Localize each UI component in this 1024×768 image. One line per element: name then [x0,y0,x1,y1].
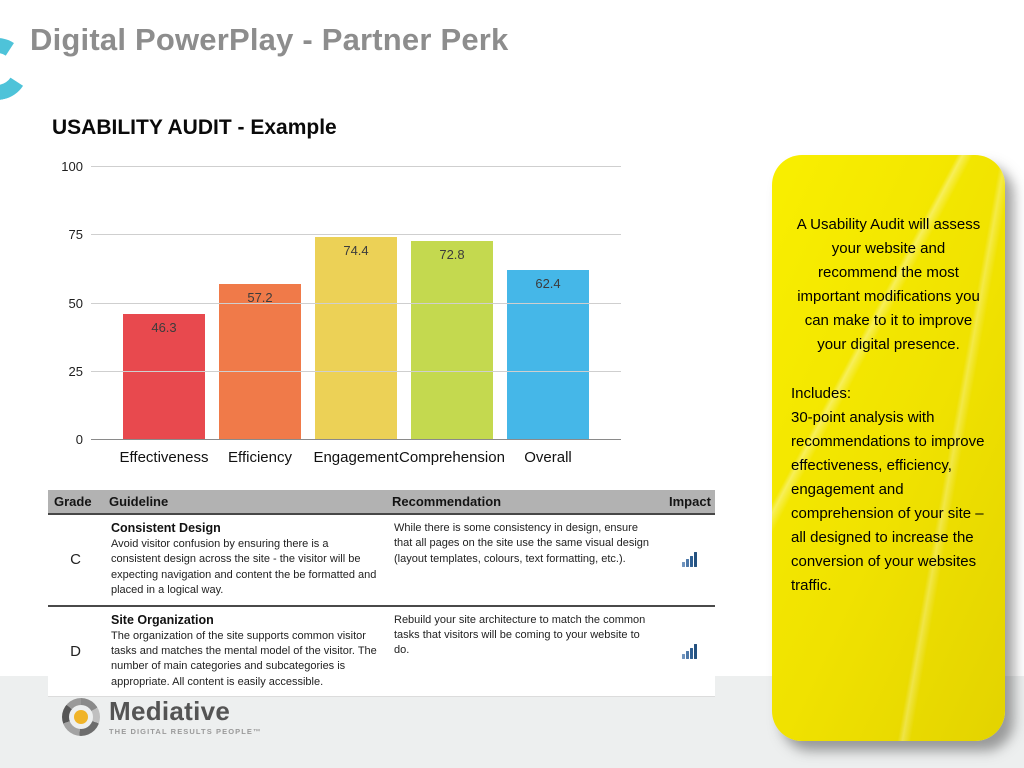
x-category-label: Overall [524,449,572,466]
callout-intro-text: A Usability Audit will assess your websi… [796,216,981,353]
gridline-50 [91,302,621,304]
bar-efficiency: 57.2 Efficiency [219,283,301,466]
x-category-label: Engagement [313,449,399,466]
y-tick-label-75: 75 [68,227,83,243]
table-row: C Consistent Design Avoid visitor confus… [48,515,715,607]
gridline-25 [91,370,621,372]
recommendation-text: While there is some consistency in desig… [394,522,649,565]
column-header-recommendation: Recommendation [392,494,502,509]
bar-engagement: 74.4 Engagement [313,236,399,466]
bar-effectiveness: 46.3 Effectiveness [120,313,208,466]
impact-cell [663,515,715,605]
signal-bars-icon [681,643,697,659]
guideline-text: The organization of the site supports co… [111,629,377,688]
bar-value-label: 74.4 [343,242,369,258]
guideline-cell: Consistent Design Avoid visitor confusio… [103,515,386,605]
callout-includes-label: Includes: [791,385,852,402]
gridline-0 [91,439,621,440]
y-tick-label-25: 25 [68,363,83,379]
usability-audit-callout: A Usability Audit will assess your websi… [772,155,1005,741]
slide-subtitle: USABILITY AUDIT - Example [52,116,337,139]
table-header-row: Grade Guideline Recommendation Impact [48,490,715,515]
slide-title: Digital PowerPlay - Partner Perk [30,22,509,57]
grade-value: D [70,642,81,660]
bar-value-label: 72.8 [439,247,465,263]
gridline-75 [91,234,621,236]
chart-plot-area: 46.3 Effectiveness 57.2 Efficiency 74.4 Engag… [61,159,621,466]
x-category-label: Efficiency [228,449,292,466]
column-header-grade: Grade [54,494,92,509]
chart-bars: 46.3 Effectiveness 57.2 Efficiency 74.4 Engag… [91,236,621,466]
gridline-100 [91,166,621,167]
guideline-cell: Site Organization The organization of th… [103,607,386,697]
callout-details-text: 30-point analysis with recommendations t… [791,409,985,594]
teal-ring-decoration [0,32,34,106]
recommendation-cell: While there is some consistency in desig… [386,515,663,605]
guideline-title: Consistent Design [111,521,221,535]
y-tick-label-100: 100 [61,159,83,174]
usability-bar-chart: 46.3 Effectiveness 57.2 Efficiency 74.4 Engag… [55,158,621,470]
x-category-label: Effectiveness [119,449,209,466]
x-category-label: Comprehension [399,449,505,466]
column-header-guideline: Guideline [109,494,169,509]
recommendation-text: Rebuild your site architecture to match … [394,613,646,657]
mediative-logo: Mediative THE DIGITAL RESULTS PEOPLE™ [62,698,262,736]
bar-overall: 62.4 Overall [507,269,589,466]
logo-text: Mediative [109,696,231,726]
y-tick-label-50: 50 [68,295,83,311]
recommendation-cell: Rebuild your site architecture to match … [386,607,663,697]
bar-value-label: 57.2 [247,289,273,305]
bar-comprehension: 72.8 Comprehension [399,241,505,466]
mediative-logo-icon [62,698,100,736]
column-header-impact: Impact [669,494,711,509]
guideline-text: Avoid visitor confusion by ensuring ther… [111,538,377,597]
bar-value-label: 46.3 [151,319,177,335]
y-tick-label-0: 0 [75,432,83,447]
logo-tagline: THE DIGITAL RESULTS PEOPLE™ [109,727,262,736]
signal-bars-icon [681,552,697,568]
bar-value-label: 62.4 [535,275,561,291]
impact-cell [663,607,715,697]
guideline-title: Site Organization [111,612,214,627]
table-row: D Site Organization The organization of … [48,606,715,698]
audit-table: Grade Guideline Recommendation Impact C … [48,490,715,698]
grade-value: C [70,551,81,569]
